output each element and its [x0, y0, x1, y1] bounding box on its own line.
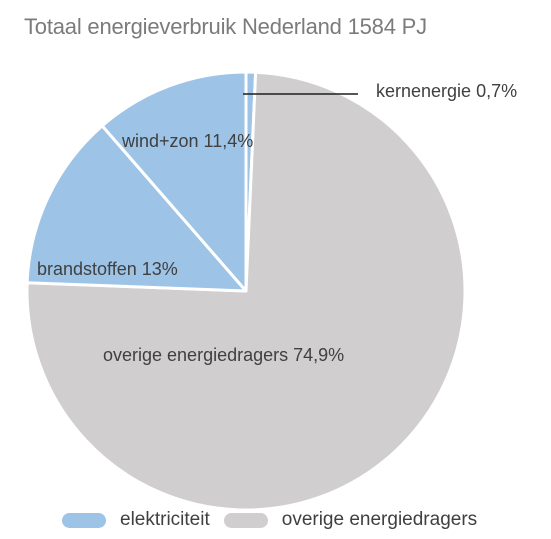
slice-label-overige: overige energiedragers 74,9% — [103, 345, 344, 365]
pie-slices — [25, 70, 467, 512]
slice-label-kernenergie: kernenergie 0,7% — [376, 81, 517, 101]
legend: elektriciteit overige energiedragers — [62, 509, 491, 531]
pie-slice-brandstoffen — [25, 124, 248, 293]
pie-slice-wind-zon — [100, 70, 248, 293]
chart-title: Totaal energieverbruik Nederland 1584 PJ — [24, 14, 427, 39]
legend-swatch-elektriciteit — [62, 512, 106, 528]
legend-item-elektriciteit: elektriciteit — [62, 509, 210, 531]
legend-swatch-overige — [223, 512, 268, 528]
legend-label-elektriciteit: elektriciteit — [120, 509, 210, 530]
legend-label-overige: overige energiedragers — [281, 509, 478, 530]
slice-label-brandstoffen: brandstoffen 13% — [37, 259, 178, 279]
legend-item-overige: overige energiedragers — [223, 509, 478, 531]
slice-label-wind-zon: wind+zon 11,4% — [121, 131, 253, 151]
